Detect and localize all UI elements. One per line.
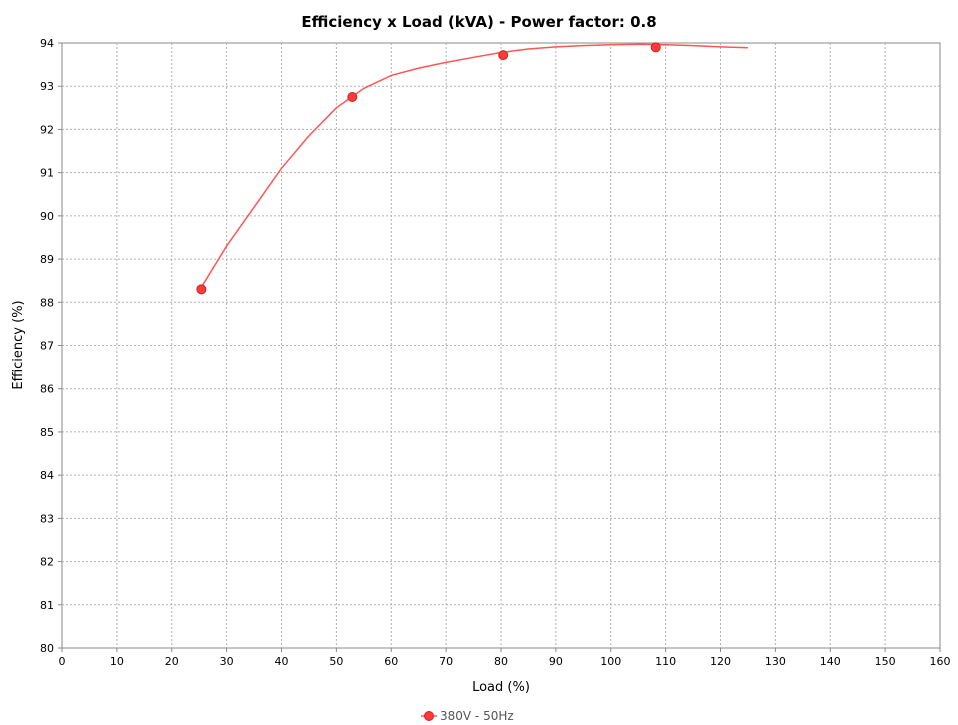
x-tick-label: 20: [165, 655, 179, 668]
y-tick-label: 92: [40, 123, 54, 136]
x-tick-label: 0: [59, 655, 66, 668]
x-tick-label: 90: [549, 655, 563, 668]
y-tick-label: 84: [40, 469, 54, 482]
x-tick-label: 70: [439, 655, 453, 668]
chart-title: Efficiency x Load (kVA) - Power factor: …: [301, 13, 656, 31]
y-tick-label: 86: [40, 383, 54, 396]
x-tick-label: 150: [875, 655, 896, 668]
x-tick-label: 40: [275, 655, 289, 668]
y-tick-label: 82: [40, 556, 54, 569]
x-axis-label: Load (%): [472, 680, 530, 695]
y-tick-label: 80: [40, 642, 54, 655]
y-tick-label: 85: [40, 426, 54, 439]
x-tick-label: 50: [329, 655, 343, 668]
x-tick-label: 80: [494, 655, 508, 668]
y-tick-label: 87: [40, 340, 54, 353]
data-point[interactable]: [498, 50, 509, 61]
x-tick-label: 130: [765, 655, 786, 668]
legend-label: 380V - 50Hz: [440, 709, 514, 723]
x-tick-label: 10: [110, 655, 124, 668]
data-point[interactable]: [347, 92, 358, 103]
plot-area: [61, 42, 941, 649]
grid: [62, 43, 940, 648]
legend-marker: [424, 711, 434, 721]
legend[interactable]: 380V - 50Hz: [421, 709, 514, 723]
y-axis-label: Efficiency (%): [11, 300, 26, 389]
data-point[interactable]: [196, 284, 207, 295]
y-tick-label: 89: [40, 253, 54, 266]
x-tick-label: 60: [384, 655, 398, 668]
data-point[interactable]: [650, 42, 661, 53]
y-tick-label: 83: [40, 512, 54, 525]
y-tick-label: 90: [40, 210, 54, 223]
x-tick-label: 110: [655, 655, 676, 668]
y-tick-label: 81: [40, 599, 54, 612]
x-tick-label: 120: [710, 655, 731, 668]
y-tick-label: 93: [40, 80, 54, 93]
y-tick-label: 91: [40, 167, 54, 180]
x-tick-label: 30: [220, 655, 234, 668]
x-tick-label: 100: [600, 655, 621, 668]
y-tick-label: 88: [40, 296, 54, 309]
axis-ticks: 0 10 20 30 40 50 60 70 80 90 100 110 120 130 140 150 160…: [40, 37, 951, 668]
x-tick-label: 140: [820, 655, 841, 668]
x-tick-label: 160: [930, 655, 951, 668]
series-layer: [196, 42, 748, 295]
y-tick-label: 94: [40, 37, 54, 50]
